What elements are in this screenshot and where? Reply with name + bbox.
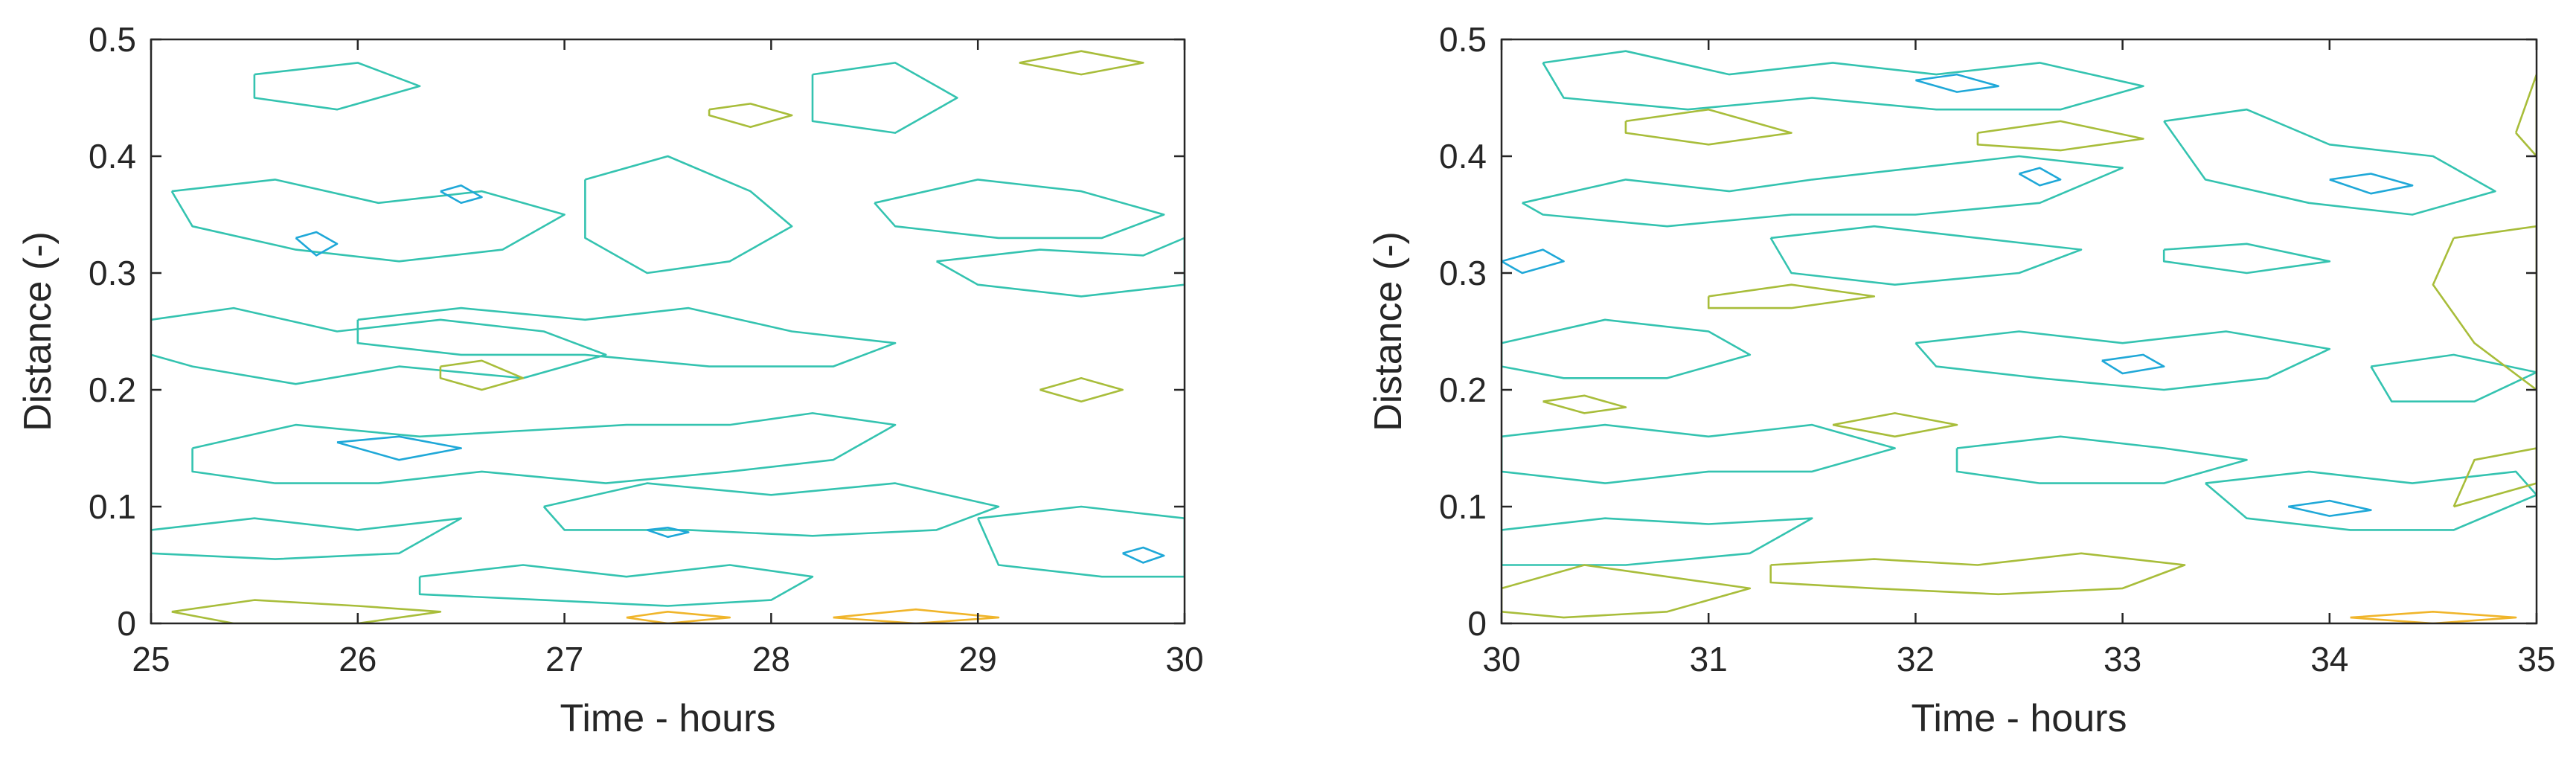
x-tick-label: 28 xyxy=(752,640,790,678)
x-tick-label: 32 xyxy=(1897,640,1935,678)
contour-line-mid xyxy=(977,505,1185,578)
contour-line-low xyxy=(2101,353,2165,375)
x-tick-label: 31 xyxy=(1690,640,1728,678)
x-tick-label: 33 xyxy=(2104,640,2141,678)
y-tick-label: 0.5 xyxy=(89,20,136,59)
x-tick-label: 35 xyxy=(2517,640,2555,678)
x-tick-label: 29 xyxy=(959,640,997,678)
contour-line-mid xyxy=(191,412,897,484)
axes-frame xyxy=(1500,38,2538,625)
contour-line-high xyxy=(708,103,793,129)
contour-line-low xyxy=(295,231,339,257)
contour-line-high xyxy=(1019,50,1144,76)
axes-frame xyxy=(150,38,1186,625)
contour-line-mid xyxy=(151,306,607,385)
contour-line-peak xyxy=(833,608,1000,623)
contour-line-high xyxy=(1039,376,1124,403)
contour-line-low xyxy=(1502,248,1565,275)
contour-line-mid xyxy=(1955,435,2248,484)
contour-line-high xyxy=(1707,283,1876,309)
y-tick-label: 0.3 xyxy=(1439,254,1487,292)
contour-line-high xyxy=(1624,108,1792,146)
contour-line-high xyxy=(1542,394,1627,414)
contour-lines xyxy=(151,50,1185,623)
contour-line-mid xyxy=(935,237,1185,298)
x-tick-label: 30 xyxy=(1482,640,1520,678)
contour-line-mid xyxy=(811,62,958,134)
y-tick-label: 0.3 xyxy=(89,254,136,292)
left-contour-plot: 25 26 27 28 29 30 0 0.1 0.2 0.3 0.4 0.5 Time - hours… xyxy=(16,20,1204,740)
y-tick-label: 0.5 xyxy=(1439,20,1487,59)
y-tick-label: 0.4 xyxy=(89,137,136,176)
contour-line-high xyxy=(1502,564,1752,619)
contour-line-low xyxy=(336,435,463,461)
contour-line-low xyxy=(1915,73,1999,93)
contour-line-high xyxy=(2452,447,2537,508)
contour-line-low xyxy=(647,526,690,539)
contour-line-low xyxy=(2018,167,2062,187)
contour-line-mid xyxy=(1502,517,1813,566)
x-tick-label: 25 xyxy=(132,640,170,678)
contour-line-high xyxy=(2432,225,2537,391)
contour-line-high xyxy=(2514,73,2537,158)
contour-line-low xyxy=(2287,499,2372,517)
contour-line-high xyxy=(1832,412,1958,438)
contour-line-peak xyxy=(2350,610,2517,623)
x-tick-label: 34 xyxy=(2310,640,2348,678)
contour-line-mid xyxy=(1915,330,2331,391)
contour-line-high xyxy=(1976,120,2144,152)
contour-line-mid xyxy=(418,564,814,607)
contour-line-high xyxy=(439,359,525,391)
contour-line-mid xyxy=(2205,470,2537,531)
x-tick-label: 30 xyxy=(1165,640,1203,678)
contour-line-mid xyxy=(356,306,897,367)
contour-line-mid xyxy=(170,179,565,263)
contour-line-mid xyxy=(542,482,1000,537)
y-tick-label: 0.2 xyxy=(89,370,136,409)
contour-line-mid xyxy=(2163,108,2496,216)
contour-line-mid xyxy=(584,155,793,275)
x-axis-label: Time - hours xyxy=(560,697,776,740)
y-axis-label: Distance (-) xyxy=(1367,231,1410,431)
contour-line-low xyxy=(1122,546,1165,564)
contour-line-mid xyxy=(1502,318,1752,379)
x-tick-label: 26 xyxy=(339,640,377,678)
y-tick-label: 0 xyxy=(117,604,136,643)
contour-line-mid xyxy=(1502,423,1896,484)
y-tick-label: 0.4 xyxy=(1439,137,1487,176)
contour-line-peak xyxy=(626,610,731,623)
y-tick-label: 0.2 xyxy=(1439,370,1487,409)
contour-line-mid xyxy=(2370,353,2537,403)
contour-line-mid xyxy=(1542,50,2144,111)
contour-line-high xyxy=(171,599,442,623)
y-axis-label: Distance (-) xyxy=(16,231,60,431)
contour-line-low xyxy=(440,184,483,205)
x-tick-label: 27 xyxy=(545,640,583,678)
right-contour-plot: 30 31 32 33 34 35 0 0.1 0.2 0.3 0.4 0.5 Time - hours… xyxy=(1367,20,2556,740)
contour-line-mid xyxy=(1769,225,2083,286)
y-tick-label: 0.1 xyxy=(89,487,136,526)
contour-line-mid xyxy=(253,62,421,111)
contour-line-high xyxy=(1769,552,2186,596)
contour-line-mid xyxy=(151,517,463,560)
x-axis-label: Time - hours xyxy=(1912,697,2127,740)
y-tick-label: 0 xyxy=(1467,604,1487,643)
contour-line-low xyxy=(2329,173,2414,195)
contour-line-mid xyxy=(874,179,1165,240)
contour-line-mid xyxy=(1522,155,2124,228)
contour-line-mid xyxy=(2162,243,2331,275)
y-tick-label: 0.1 xyxy=(1439,487,1487,526)
plot-area xyxy=(151,39,1185,623)
contour-lines xyxy=(1502,50,2537,623)
